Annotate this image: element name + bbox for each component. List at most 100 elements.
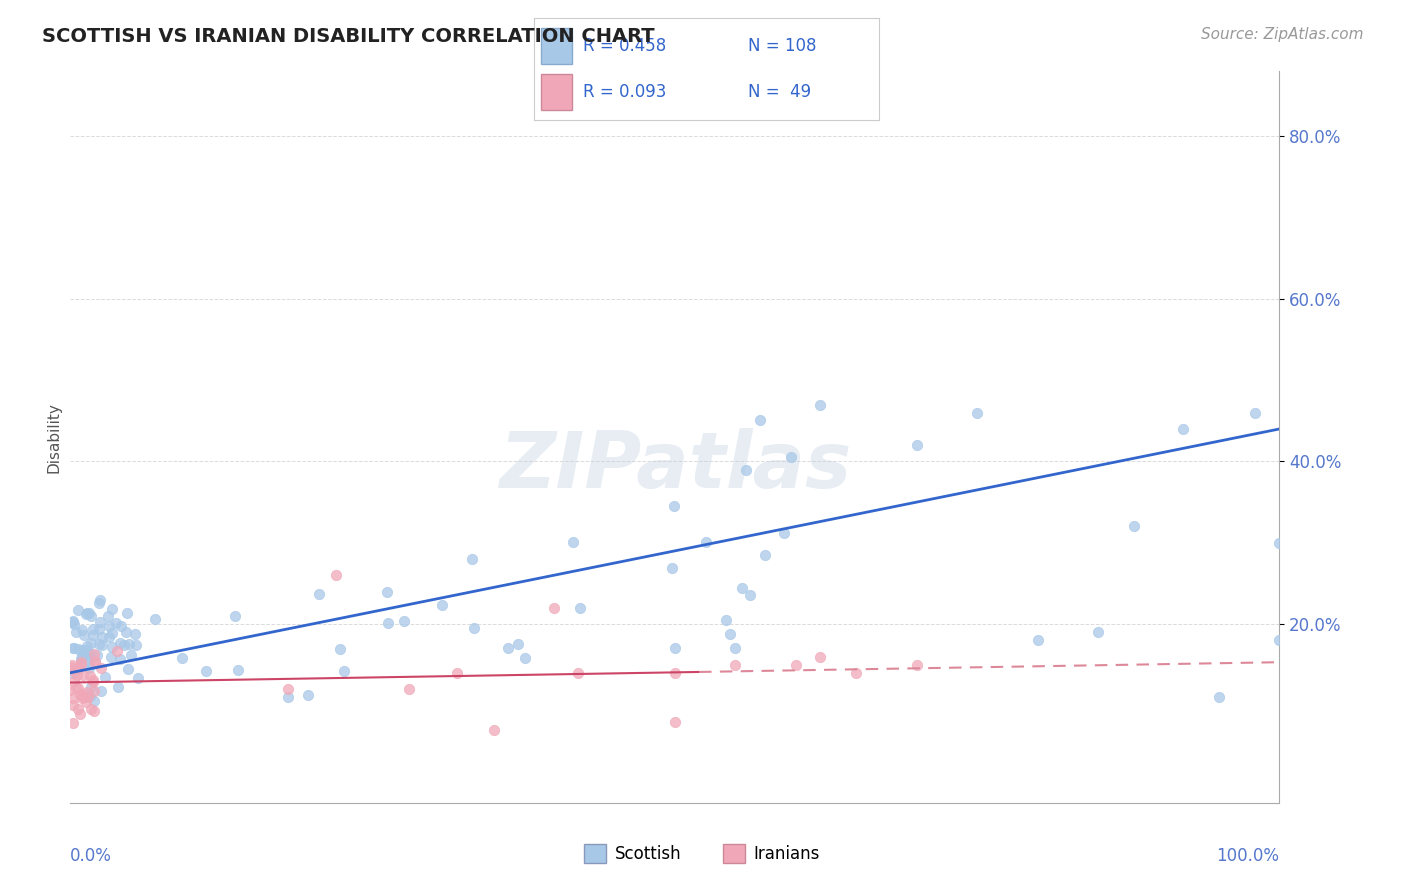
Point <box>80 681 103 695</box>
Text: SCOTTISH VS IRANIAN DISABILITY CORRELATION CHART: SCOTTISH VS IRANIAN DISABILITY CORRELATI… <box>42 27 655 45</box>
Point <box>86 648 108 662</box>
Point <box>108 651 131 665</box>
Point <box>101 625 124 640</box>
Point <box>62 716 84 731</box>
Point <box>79 669 101 683</box>
Point <box>506 637 529 651</box>
Y-axis label: Disability: Disability <box>46 401 62 473</box>
Point <box>543 600 565 615</box>
Point <box>77 655 100 669</box>
Point <box>87 596 110 610</box>
Point <box>329 641 352 656</box>
Point <box>718 627 741 641</box>
Point <box>66 702 89 716</box>
Point <box>724 641 747 656</box>
Bar <box>585 845 606 863</box>
Point <box>308 587 330 601</box>
Point <box>83 654 105 668</box>
Point <box>446 665 468 680</box>
Point <box>460 552 482 566</box>
Bar <box>723 845 745 863</box>
Bar <box>541 74 572 110</box>
Point <box>62 617 84 632</box>
Point <box>120 648 142 662</box>
Point <box>568 600 591 615</box>
Point <box>664 499 686 513</box>
Point <box>170 651 193 665</box>
Text: Iranians: Iranians <box>754 845 820 863</box>
Point <box>392 615 415 629</box>
Point <box>66 668 89 682</box>
Point <box>398 681 420 696</box>
Point <box>905 438 928 452</box>
Point <box>195 664 218 678</box>
Point <box>808 649 831 664</box>
Point <box>143 612 166 626</box>
Point <box>482 723 505 737</box>
Point <box>1268 535 1291 549</box>
Point <box>277 690 299 704</box>
Point <box>82 673 104 687</box>
Point <box>905 657 928 672</box>
Point <box>63 674 86 689</box>
Point <box>69 657 91 672</box>
Text: R = 0.093: R = 0.093 <box>582 83 666 101</box>
Point <box>375 585 398 599</box>
Point <box>72 687 94 701</box>
Point <box>115 606 138 620</box>
Point <box>966 406 988 420</box>
Point <box>1244 406 1267 420</box>
Point <box>100 640 122 654</box>
Point <box>60 663 83 677</box>
Point <box>724 657 747 672</box>
Text: Scottish: Scottish <box>614 845 681 863</box>
Point <box>80 636 103 650</box>
Point <box>127 672 149 686</box>
Point <box>75 695 97 709</box>
Point <box>79 702 101 716</box>
Point <box>69 706 91 721</box>
Point <box>94 670 117 684</box>
Point <box>749 413 772 427</box>
Point <box>73 628 96 642</box>
Point <box>333 664 356 678</box>
Point <box>72 623 94 637</box>
Point <box>79 689 101 703</box>
Point <box>1208 690 1230 705</box>
Point <box>562 535 585 549</box>
Point <box>90 683 112 698</box>
Point <box>377 615 399 630</box>
Point <box>72 643 94 657</box>
Point <box>754 548 776 562</box>
Point <box>79 650 101 665</box>
Point <box>808 398 831 412</box>
Point <box>1087 625 1109 640</box>
Point <box>65 681 87 695</box>
Point <box>83 693 105 707</box>
Point <box>115 625 138 640</box>
Point <box>773 526 796 541</box>
Point <box>75 642 97 657</box>
Point <box>60 657 83 672</box>
Point <box>496 640 519 655</box>
Bar <box>541 28 572 64</box>
Point <box>1026 633 1049 648</box>
Point <box>117 662 139 676</box>
Point <box>124 626 146 640</box>
Point <box>75 607 97 621</box>
Point <box>87 637 110 651</box>
Point <box>76 606 98 620</box>
Point <box>66 662 89 676</box>
Point <box>664 714 686 729</box>
Point <box>1171 422 1194 436</box>
Text: N = 108: N = 108 <box>748 37 817 54</box>
Point <box>67 681 90 696</box>
Point <box>82 627 104 641</box>
Point <box>695 535 717 549</box>
Point <box>62 614 84 628</box>
Point <box>108 636 131 650</box>
Point <box>515 651 537 665</box>
Point <box>62 698 84 712</box>
Point <box>105 615 128 630</box>
Text: 100.0%: 100.0% <box>1216 847 1279 864</box>
